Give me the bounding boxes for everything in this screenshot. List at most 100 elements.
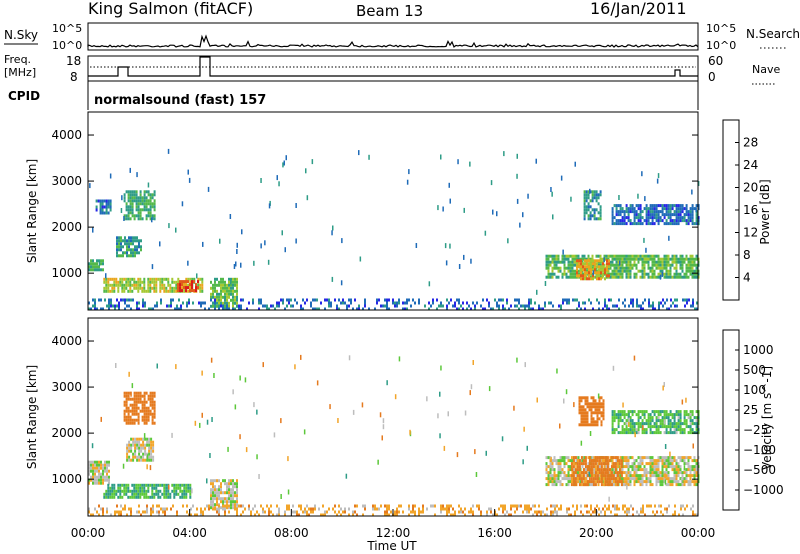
- echo-cell: [598, 456, 601, 460]
- echo-cell: [146, 458, 149, 462]
- echo-cell: [584, 396, 587, 400]
- echo-cell: [691, 263, 694, 267]
- echo-cell: [130, 239, 132, 243]
- echo-cell: [586, 405, 589, 409]
- echo-cell: [236, 510, 238, 514]
- echo-cell: [640, 510, 642, 514]
- echo-cell: [145, 409, 148, 413]
- echo-cell: [526, 445, 528, 451]
- echo-cell: [126, 239, 128, 243]
- echo-cell: [584, 262, 586, 266]
- echo-cell: [580, 274, 582, 278]
- echo-cell: [136, 251, 138, 255]
- echo-cell: [683, 272, 686, 276]
- echo-cell: [589, 275, 592, 279]
- echo-cell: [655, 219, 658, 223]
- echo-cell: [668, 504, 670, 508]
- echo-cell: [623, 431, 626, 435]
- echo-cell: [536, 289, 538, 295]
- echo-cell: [651, 204, 654, 208]
- echo-cell: [191, 289, 193, 293]
- echo-cell: [153, 280, 156, 284]
- echo-cell: [228, 500, 230, 504]
- echo-cell: [151, 205, 154, 209]
- echo-cell: [141, 409, 144, 413]
- echo-cell: [598, 468, 601, 472]
- echo-cell: [669, 483, 672, 487]
- echo-cell: [569, 254, 572, 258]
- echo-cell: [119, 489, 122, 493]
- echo-cell: [643, 266, 646, 270]
- echo-cell: [142, 440, 145, 444]
- echo-cell: [605, 465, 608, 469]
- echo-cell: [96, 262, 98, 266]
- echo-cell: [596, 510, 598, 514]
- echo-cell: [380, 304, 382, 308]
- echo-cell: [94, 265, 96, 269]
- echo-cell: [175, 486, 178, 490]
- echo-cell: [158, 504, 160, 508]
- echo-cell: [208, 507, 210, 511]
- echo-cell: [621, 269, 624, 273]
- echo-cell: [220, 485, 222, 489]
- echo-cell: [342, 510, 344, 514]
- echo-cell: [653, 422, 656, 426]
- echo-cell: [609, 275, 612, 279]
- echo-cell: [496, 513, 498, 517]
- echo-cell: [398, 298, 400, 302]
- echo-cell: [645, 247, 647, 253]
- echo-cell: [283, 160, 285, 166]
- echo-cell: [590, 405, 593, 409]
- echo-cell: [679, 468, 682, 472]
- echo-cell: [476, 301, 478, 305]
- echo-cell: [143, 289, 146, 293]
- echo-cell: [230, 479, 232, 483]
- echo-cell: [130, 251, 132, 255]
- echo-cell: [632, 507, 634, 511]
- echo-cell: [653, 213, 656, 217]
- echo-cell: [635, 413, 638, 417]
- echo-cell: [460, 304, 462, 308]
- echo-cell: [130, 248, 132, 252]
- echo-cell: [133, 489, 136, 493]
- echo-cell: [588, 459, 591, 463]
- echo-cell: [137, 489, 140, 493]
- echo-cell: [128, 242, 130, 246]
- echo-cell: [228, 307, 230, 311]
- echo-cell: [685, 204, 688, 208]
- echo-cell: [578, 462, 581, 466]
- echo-cell: [192, 504, 194, 508]
- echo-cell: [695, 269, 698, 273]
- echo-cell: [224, 510, 226, 514]
- echo-cell: [671, 254, 674, 258]
- echo-cell: [236, 479, 238, 483]
- echo-cell: [528, 510, 530, 514]
- echo-cell: [138, 437, 141, 441]
- echo-cell: [572, 298, 574, 302]
- echo-cell: [551, 480, 554, 484]
- echo-cell: [608, 480, 611, 484]
- echo-cell: [241, 229, 243, 235]
- echo-cell: [598, 274, 600, 278]
- echo-cell: [691, 266, 694, 270]
- echo-cell: [547, 471, 550, 475]
- echo-cell: [641, 254, 644, 258]
- echo-cell: [137, 214, 140, 218]
- echo-cell: [144, 458, 147, 462]
- echo-cell: [571, 254, 574, 258]
- colorbar-frame: [722, 329, 740, 511]
- echo-cell: [150, 437, 153, 441]
- echo-cell: [330, 304, 332, 308]
- echo-cell: [105, 202, 108, 206]
- echo-cell: [534, 301, 536, 305]
- echo-cell: [640, 507, 642, 511]
- echo-cell: [574, 471, 577, 475]
- echo-cell: [95, 208, 98, 212]
- echo-cell: [630, 301, 632, 305]
- echo-cell: [522, 510, 524, 514]
- echo-cell: [591, 190, 594, 194]
- echo-cell: [586, 504, 588, 508]
- echo-cell: [625, 456, 628, 460]
- echo-cell: [151, 483, 154, 487]
- echo-cell: [236, 280, 238, 284]
